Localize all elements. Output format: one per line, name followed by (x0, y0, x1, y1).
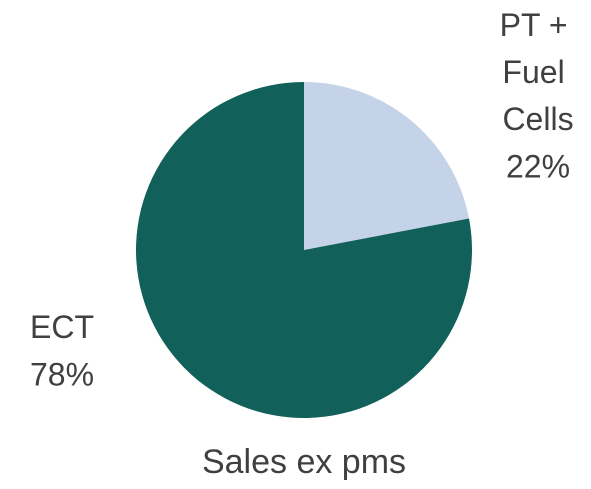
slice-label: PT + Fuel Cells (500, 7, 577, 137)
pie-slice (304, 82, 470, 250)
pie-slice (136, 82, 473, 419)
value-label: 22% (506, 148, 570, 184)
value-label: 78% (30, 356, 94, 392)
slice-label: ECT (30, 309, 94, 345)
chart-title: Sales ex pms (202, 443, 406, 481)
